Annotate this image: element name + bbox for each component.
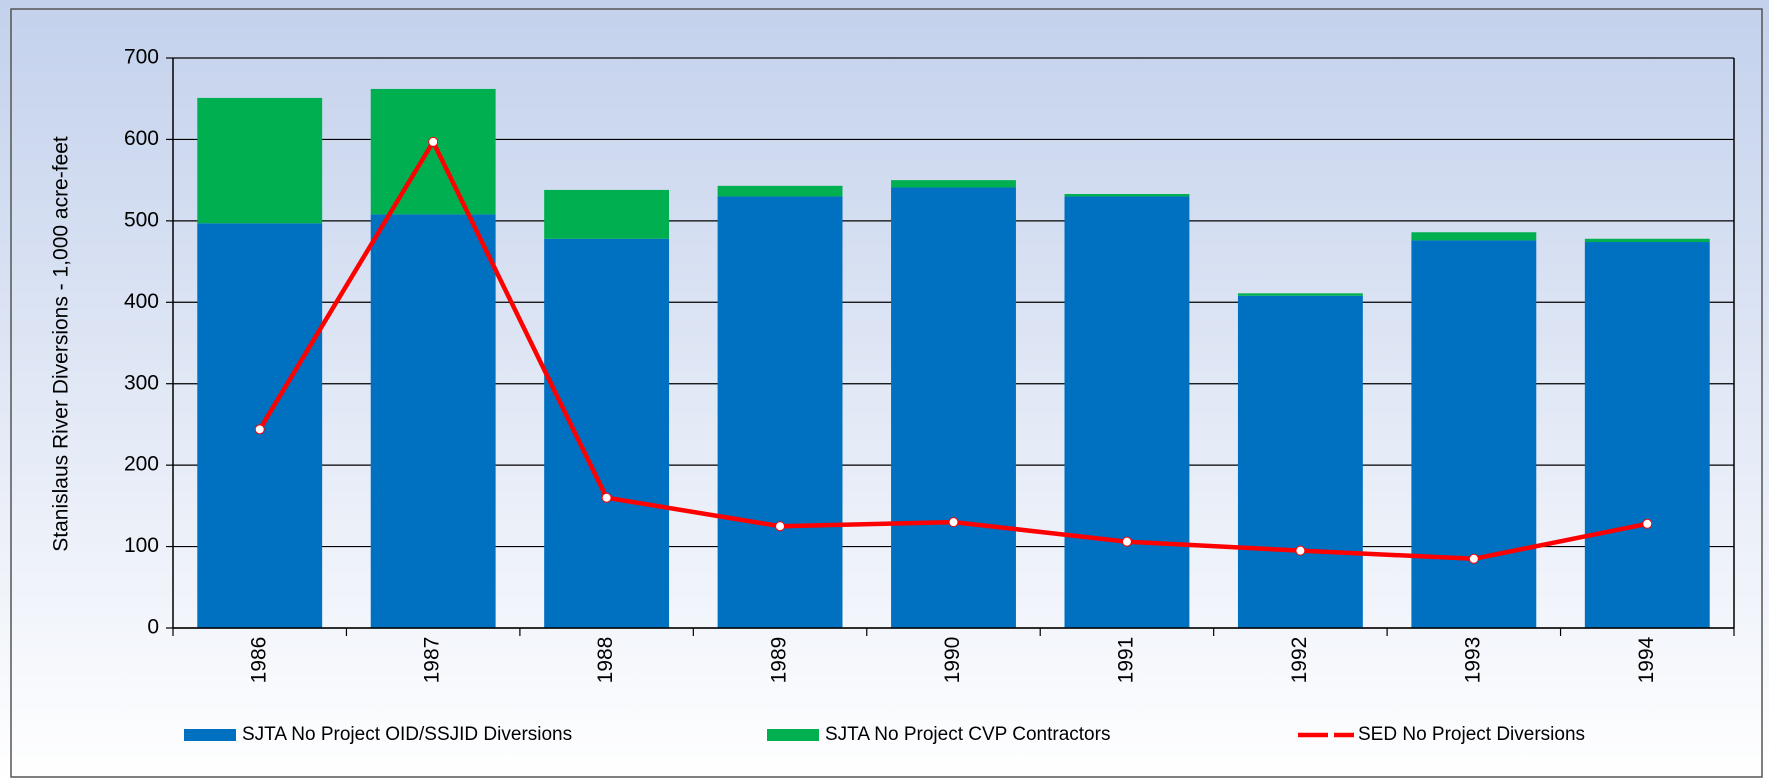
x-tick-label: 1989 (768, 637, 791, 684)
x-tick-label: 1991 (1114, 637, 1137, 684)
y-tick-label: 300 (124, 371, 159, 394)
bar (1064, 196, 1190, 628)
x-tick-label: 1993 (1461, 637, 1484, 684)
bar (1411, 232, 1537, 241)
legend-label: SED No Project Diversions (1358, 724, 1585, 745)
y-tick-label: 0 (147, 616, 159, 639)
y-axis-label: Stanislaus River Diversions - 1,000 acre… (50, 136, 73, 552)
bar (370, 214, 496, 629)
chart-border (10, 8, 1763, 778)
bar (717, 185, 843, 197)
bar (1584, 242, 1710, 628)
x-tick-label: 1992 (1288, 637, 1311, 684)
line-point (1468, 553, 1479, 564)
line-point (1642, 518, 1653, 529)
x-tick-label: 1994 (1635, 636, 1658, 683)
y-tick-label: 700 (124, 46, 159, 69)
x-tick-label: 1990 (941, 637, 964, 684)
x-tick-label: 1987 (421, 637, 444, 684)
legend-swatch (184, 729, 236, 741)
bar (891, 187, 1016, 628)
bar (1584, 238, 1710, 243)
line-point (254, 424, 265, 435)
line-point (1121, 536, 1132, 547)
bar (544, 238, 670, 628)
y-tick-label: 600 (124, 127, 159, 150)
x-tick-label: 1988 (594, 637, 617, 684)
bar (717, 196, 843, 628)
y-tick-label: 400 (124, 290, 159, 313)
line-point (775, 521, 786, 532)
y-tick-label: 500 (124, 208, 159, 231)
bar (544, 189, 670, 239)
y-tick-label: 100 (124, 534, 159, 557)
bar (370, 88, 496, 215)
bar (197, 97, 323, 224)
line-point (1295, 545, 1306, 556)
line-point (948, 517, 959, 528)
legend-swatch (767, 729, 819, 741)
bar (1064, 193, 1190, 197)
legend-label: SJTA No Project CVP Contractors (825, 724, 1110, 745)
y-tick-label: 200 (124, 453, 159, 476)
bar (1411, 240, 1537, 628)
legend-label: SJTA No Project OID/SSJID Diversions (242, 724, 572, 745)
x-tick-label: 1986 (247, 637, 270, 684)
bar (1237, 293, 1363, 296)
line-point (601, 492, 612, 503)
bar (1237, 295, 1363, 628)
bar (891, 180, 1016, 188)
line-point (428, 136, 439, 147)
